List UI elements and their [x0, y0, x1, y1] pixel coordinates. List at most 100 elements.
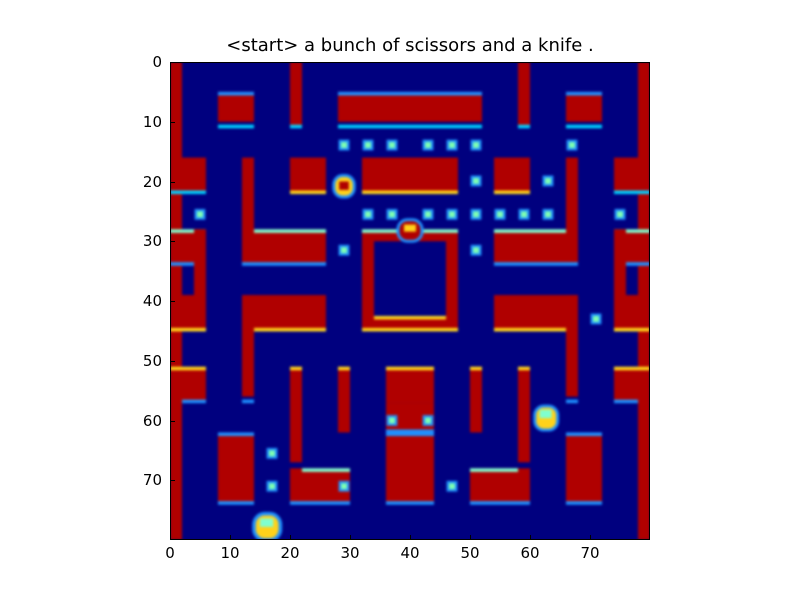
wall [566, 91, 602, 122]
wall-edge [614, 399, 638, 404]
pellet [422, 208, 434, 220]
x-tick-mark [410, 535, 411, 540]
pellet [470, 244, 482, 256]
ghost-sprite-1 [332, 174, 356, 199]
wall [242, 295, 254, 397]
y-tick-label: 20 [142, 172, 162, 191]
wall-edge [614, 190, 650, 195]
pellet [470, 175, 482, 187]
wall [614, 366, 650, 403]
wall-edge [290, 190, 326, 195]
wall-edge [566, 124, 602, 129]
x-tick-label: 20 [280, 544, 300, 562]
wall-edge [470, 468, 518, 472]
x-tick-mark [470, 535, 471, 540]
y-tick-mark [170, 480, 175, 482]
wall-edge [170, 190, 206, 195]
wall-edge [614, 229, 650, 233]
pellet [266, 447, 278, 459]
pellet [386, 139, 398, 151]
wall-edge [386, 366, 434, 371]
x-tick-label: 70 [580, 544, 600, 562]
wall-edge [494, 327, 578, 332]
pellet [614, 208, 626, 220]
wall [170, 157, 206, 194]
pellet [338, 480, 350, 492]
wall-edge [218, 91, 254, 96]
ghost-house-interior [374, 241, 446, 319]
pellet [386, 415, 398, 426]
y-tick-label: 50 [142, 351, 162, 370]
wall [386, 366, 434, 403]
wall-edge [566, 399, 578, 404]
wall-edge [218, 124, 254, 129]
pellet [422, 415, 434, 426]
pellet [446, 480, 458, 492]
y-tick-mark [170, 241, 175, 243]
wall [338, 91, 482, 122]
wall [242, 295, 326, 331]
wall [218, 432, 254, 505]
x-tick-label: 30 [340, 544, 360, 562]
pellet [518, 208, 530, 220]
wall [566, 295, 578, 397]
x-tick-mark [170, 535, 171, 540]
pellet [470, 208, 482, 220]
pellet [386, 208, 398, 220]
y-tick-label: 40 [142, 292, 162, 310]
wall-edge [242, 262, 326, 266]
wall-edge [494, 190, 530, 195]
wall-edge [518, 124, 530, 129]
wall-edge [386, 429, 434, 434]
wall-edge [338, 366, 350, 371]
wall-edge [218, 432, 254, 437]
wall-edge [290, 366, 302, 371]
pellet [422, 139, 434, 151]
wall-edge [242, 399, 254, 404]
x-tick-mark [290, 535, 291, 540]
x-tick-mark [590, 535, 591, 540]
pellet [362, 139, 374, 151]
pellet [446, 139, 458, 151]
y-tick-label: 70 [142, 471, 162, 490]
wall-edge [182, 399, 206, 404]
wall [470, 366, 482, 433]
pellet [494, 208, 506, 220]
pellet [362, 208, 374, 220]
y-tick-label: 0 [152, 53, 162, 71]
y-tick-mark [170, 360, 175, 362]
pacman-sprite [252, 511, 283, 540]
y-tick-mark [170, 62, 175, 63]
pellet [338, 139, 350, 151]
plot-title: <start> a bunch of scissors and a knife … [226, 35, 594, 56]
wall-edge [170, 262, 194, 266]
pellet [446, 208, 458, 220]
wall-edge [362, 327, 458, 332]
pellet [566, 139, 578, 151]
wall [170, 295, 206, 331]
x-tick-label: 40 [400, 544, 420, 562]
y-tick-mark [170, 301, 175, 302]
game-frame [170, 62, 650, 540]
y-tick-label: 60 [142, 411, 162, 430]
x-tick-label: 10 [220, 544, 240, 562]
wall [170, 366, 206, 403]
y-tick-label: 10 [142, 112, 162, 131]
wall-edge [338, 124, 482, 129]
wall [470, 468, 530, 505]
wall-edge [290, 501, 350, 505]
wall-edge [218, 501, 254, 505]
x-tick-mark [350, 535, 351, 540]
x-tick-label: 50 [460, 544, 480, 562]
wall-edge [386, 501, 434, 505]
wall [494, 295, 578, 331]
y-tick-mark [170, 420, 175, 422]
wall-edge [170, 327, 206, 332]
pellet [590, 313, 602, 325]
wall-edge [614, 327, 650, 332]
wall [614, 157, 650, 194]
wall [338, 366, 350, 433]
wall [518, 366, 530, 463]
pellet [542, 175, 554, 187]
wall [566, 432, 602, 505]
